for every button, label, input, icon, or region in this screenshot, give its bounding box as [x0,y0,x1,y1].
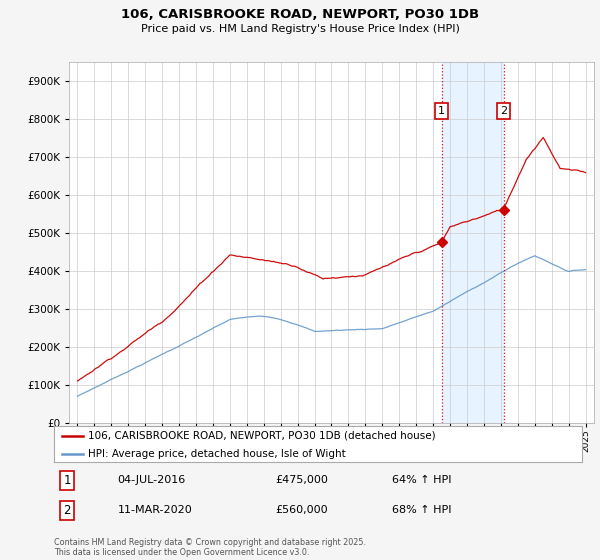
Text: 64% ↑ HPI: 64% ↑ HPI [392,475,451,485]
Text: 2: 2 [500,106,507,116]
Text: Contains HM Land Registry data © Crown copyright and database right 2025.
This d: Contains HM Land Registry data © Crown c… [54,538,366,557]
Text: 106, CARISBROOKE ROAD, NEWPORT, PO30 1DB (detached house): 106, CARISBROOKE ROAD, NEWPORT, PO30 1DB… [88,431,436,441]
Bar [442,62,504,423]
Text: Price paid vs. HM Land Registry's House Price Index (HPI): Price paid vs. HM Land Registry's House … [140,24,460,34]
Text: 2: 2 [64,504,71,517]
Text: 04-JUL-2016: 04-JUL-2016 [118,475,185,485]
Text: 68% ↑ HPI: 68% ↑ HPI [392,505,451,515]
Text: 1: 1 [438,106,445,116]
Text: HPI: Average price, detached house, Isle of Wight: HPI: Average price, detached house, Isle… [88,449,346,459]
Text: 106, CARISBROOKE ROAD, NEWPORT, PO30 1DB: 106, CARISBROOKE ROAD, NEWPORT, PO30 1DB [121,8,479,21]
Text: 1: 1 [64,474,71,487]
Text: £560,000: £560,000 [276,505,328,515]
Text: £475,000: £475,000 [276,475,329,485]
Text: 11-MAR-2020: 11-MAR-2020 [118,505,192,515]
